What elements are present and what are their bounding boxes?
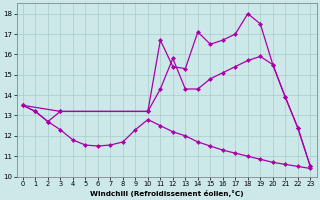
X-axis label: Windchill (Refroidissement éolien,°C): Windchill (Refroidissement éolien,°C)	[90, 190, 244, 197]
